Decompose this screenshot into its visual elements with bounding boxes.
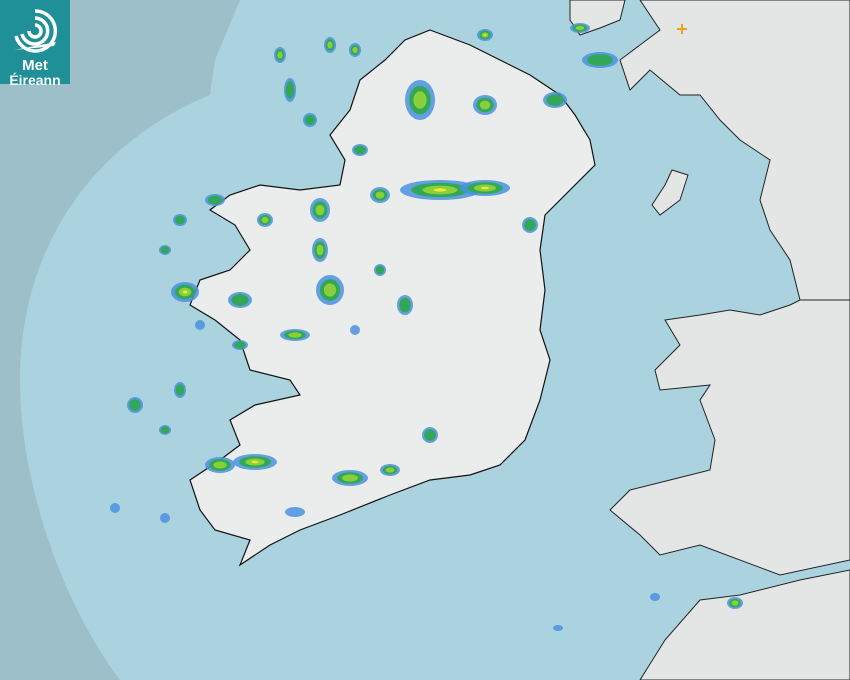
- landmass-cornwall: [639, 569, 850, 680]
- rain-echo: [342, 474, 358, 482]
- rain-echo: [553, 625, 563, 631]
- rain-echo: [277, 51, 283, 59]
- rain-echo: [413, 91, 427, 109]
- landmass-ireland: [189, 29, 596, 567]
- rain-echo: [304, 114, 316, 126]
- rain-echo: [731, 600, 739, 606]
- rain-echo: [285, 507, 305, 517]
- rain-echo: [575, 25, 585, 31]
- rain-echo: [231, 294, 249, 306]
- rain-echoes: [110, 23, 743, 631]
- rain-echo: [323, 283, 337, 297]
- rain-echo: [424, 429, 436, 441]
- met-eireann-logo: Met Éireann: [0, 0, 70, 88]
- rain-echo: [174, 215, 186, 225]
- rain-echo: [385, 467, 395, 473]
- rain-echo: [234, 341, 246, 349]
- rain-echo: [316, 244, 324, 256]
- brand-name-line2: Éireann: [9, 72, 61, 88]
- rain-echo: [182, 290, 188, 294]
- rain-echo: [110, 503, 120, 513]
- rain-echo: [160, 513, 170, 523]
- rain-echo: [160, 426, 170, 434]
- brand-name-line1: Met: [22, 57, 48, 74]
- rain-echo: [195, 320, 205, 330]
- rain-echo: [175, 384, 185, 396]
- landmass-england-wales: [609, 299, 850, 576]
- rain-echo: [524, 219, 536, 231]
- rain-echo: [285, 81, 295, 99]
- rain-echo: [479, 100, 491, 110]
- rain-echo: [350, 325, 360, 335]
- rain-echo: [213, 461, 227, 469]
- rain-echo: [315, 204, 325, 216]
- rain-echo: [327, 41, 333, 49]
- rain-echo: [354, 145, 366, 155]
- rain-echo: [399, 297, 411, 313]
- swirl-logo-icon: [14, 9, 58, 53]
- plus-icon: [677, 24, 687, 34]
- rain-echo: [546, 94, 564, 106]
- rain-echo: [483, 34, 487, 36]
- rain-echo: [375, 265, 385, 275]
- rain-echo: [587, 54, 613, 66]
- rain-echo: [261, 216, 269, 224]
- rain-echo: [288, 332, 302, 338]
- rain-echo: [160, 246, 170, 254]
- rain-echo: [129, 399, 141, 411]
- location-marker: [677, 24, 687, 34]
- rain-echo: [433, 188, 447, 192]
- rain-echo: [352, 46, 358, 54]
- rain-echo: [481, 186, 489, 190]
- rain-echo: [251, 460, 259, 464]
- landmass-isle-of-man: [651, 169, 689, 216]
- rain-echo: [207, 195, 223, 205]
- rain-echo: [375, 191, 385, 199]
- rain-echo: [650, 593, 660, 601]
